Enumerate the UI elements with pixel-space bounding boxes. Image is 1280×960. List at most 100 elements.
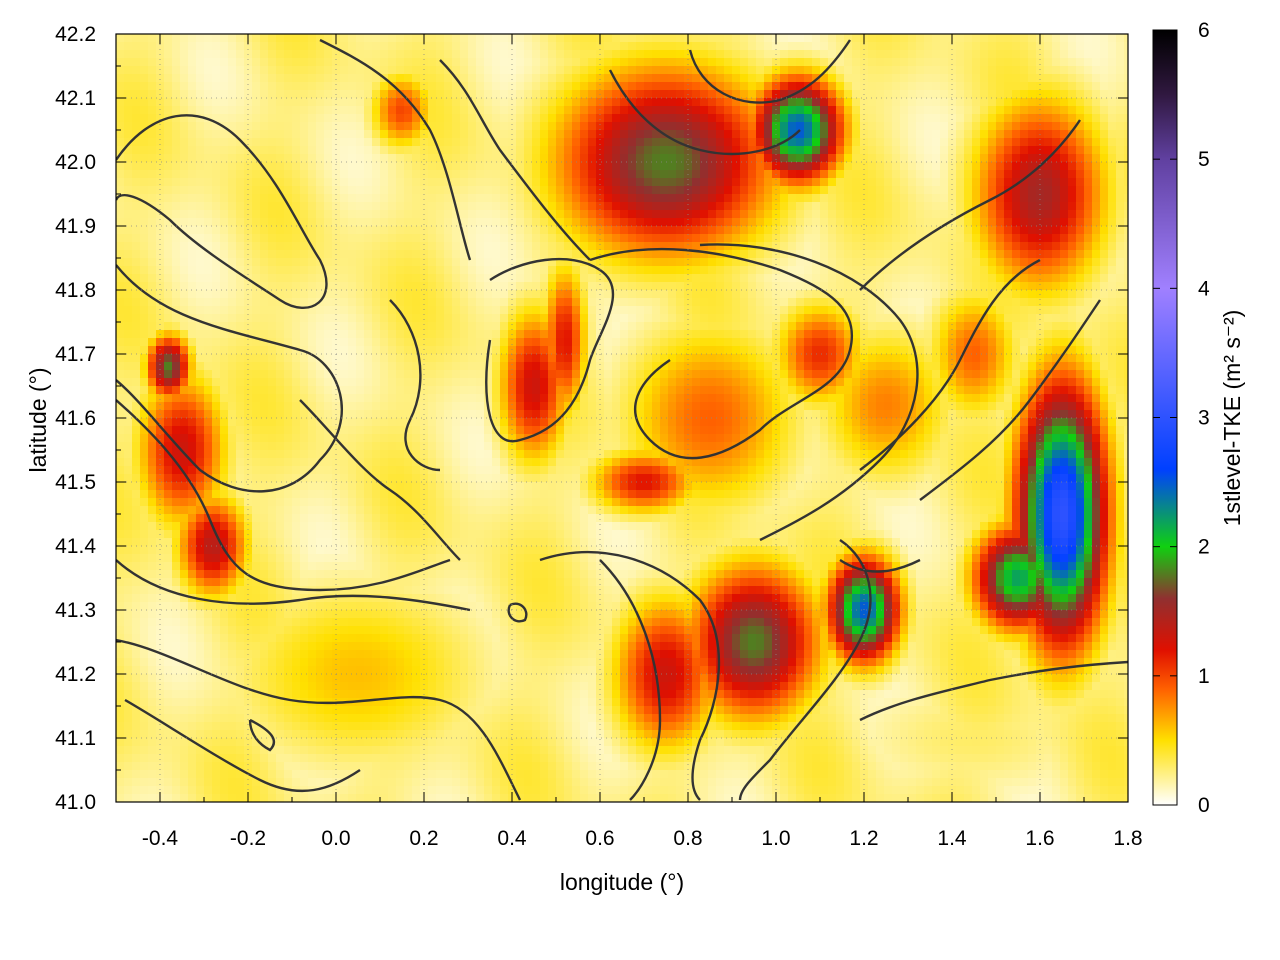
- heatmap-cell: [812, 122, 821, 131]
- heatmap-cell: [1028, 226, 1037, 235]
- heatmap-cell: [212, 242, 221, 251]
- heatmap-cell: [564, 82, 573, 91]
- heatmap-cell: [732, 66, 741, 75]
- heatmap-cell: [644, 338, 653, 347]
- heatmap-cell: [164, 90, 173, 99]
- heatmap-cell: [764, 274, 773, 283]
- heatmap-cell: [308, 210, 317, 219]
- heatmap-cell: [396, 210, 405, 219]
- heatmap-cell: [580, 90, 589, 99]
- heatmap-cell: [300, 258, 309, 267]
- heatmap-cell: [972, 250, 981, 259]
- heatmap-cell: [860, 266, 869, 275]
- heatmap-cell: [300, 322, 309, 331]
- heatmap-cell: [692, 146, 701, 155]
- heatmap-cell: [524, 234, 533, 243]
- heatmap-cell: [988, 66, 997, 75]
- heatmap-cell: [140, 130, 149, 139]
- heatmap-cell: [924, 258, 933, 267]
- heatmap-cell: [1060, 114, 1069, 123]
- heatmap-cell: [372, 98, 381, 107]
- heatmap-cell: [788, 274, 797, 283]
- heatmap-cell: [716, 114, 725, 123]
- heatmap-cell: [588, 74, 597, 83]
- heatmap-cell: [132, 314, 141, 323]
- heatmap-cell: [964, 178, 973, 187]
- heatmap-cell: [652, 274, 661, 283]
- heatmap-cell: [660, 266, 669, 275]
- heatmap-cell: [1116, 338, 1125, 347]
- heatmap-cell: [468, 202, 477, 211]
- heatmap-cell: [1020, 218, 1029, 227]
- heatmap-cell: [892, 306, 901, 315]
- heatmap-cell: [340, 338, 349, 347]
- heatmap-cell: [260, 194, 269, 203]
- heatmap-cell: [444, 194, 453, 203]
- heatmap-cell: [764, 234, 773, 243]
- heatmap-cell: [996, 34, 1005, 43]
- heatmap-cell: [644, 218, 653, 227]
- heatmap-cell: [788, 74, 797, 83]
- heatmap-cell: [1044, 138, 1053, 147]
- heatmap-cell: [132, 242, 141, 251]
- heatmap-cell: [1116, 210, 1125, 219]
- heatmap-cell: [644, 210, 653, 219]
- heatmap-cell: [444, 50, 453, 59]
- heatmap-cell: [284, 170, 293, 179]
- heatmap-cell: [132, 330, 141, 339]
- heatmap-cell: [444, 186, 453, 195]
- heatmap-cell: [636, 122, 645, 131]
- heatmap-cell: [244, 266, 253, 275]
- heatmap-cell: [244, 74, 253, 83]
- heatmap-cell: [1100, 338, 1109, 347]
- heatmap-cell: [516, 122, 525, 131]
- heatmap-cell: [796, 162, 805, 171]
- heatmap-cell: [740, 74, 749, 83]
- heatmap-cell: [420, 122, 429, 131]
- heatmap-cell: [852, 114, 861, 123]
- heatmap-cell: [180, 274, 189, 283]
- heatmap-cell: [876, 234, 885, 243]
- heatmap-cell: [588, 242, 597, 251]
- heatmap-cell: [636, 290, 645, 299]
- heatmap-cell: [436, 306, 445, 315]
- heatmap-cell: [476, 162, 485, 171]
- heatmap-cell: [308, 98, 317, 107]
- heatmap-cell: [284, 274, 293, 283]
- heatmap-cell: [380, 106, 389, 115]
- heatmap-cell: [724, 154, 733, 163]
- heatmap-cell: [772, 122, 781, 131]
- heatmap-cell: [1124, 74, 1128, 83]
- heatmap-cell: [156, 242, 165, 251]
- heatmap-cell: [692, 250, 701, 259]
- heatmap-cell: [804, 98, 813, 107]
- heatmap-cell: [388, 82, 397, 91]
- heatmap-cell: [244, 138, 253, 147]
- heatmap-cell: [124, 218, 133, 227]
- heatmap-cell: [940, 82, 949, 91]
- heatmap-cell: [844, 50, 853, 59]
- heatmap-cell: [372, 58, 381, 67]
- heatmap-cell: [444, 282, 453, 291]
- heatmap-cell: [548, 130, 557, 139]
- heatmap-cell: [532, 34, 541, 43]
- heatmap-cell: [228, 338, 237, 347]
- heatmap-cell: [300, 298, 309, 307]
- heatmap-cell: [636, 170, 645, 179]
- heatmap-cell: [604, 242, 613, 251]
- heatmap-cell: [452, 330, 461, 339]
- heatmap-cell: [236, 338, 245, 347]
- heatmap-cell: [996, 266, 1005, 275]
- heatmap-cell: [220, 338, 229, 347]
- heatmap-cell: [412, 346, 421, 355]
- heatmap-cell: [756, 82, 765, 91]
- heatmap-cell: [500, 74, 509, 83]
- heatmap-cell: [916, 338, 925, 347]
- heatmap-cell: [756, 250, 765, 259]
- heatmap-cell: [1004, 138, 1013, 147]
- heatmap-cell: [988, 242, 997, 251]
- heatmap-cell: [852, 282, 861, 291]
- heatmap-cell: [340, 346, 349, 355]
- heatmap-cell: [1068, 322, 1077, 331]
- heatmap-cell: [372, 338, 381, 347]
